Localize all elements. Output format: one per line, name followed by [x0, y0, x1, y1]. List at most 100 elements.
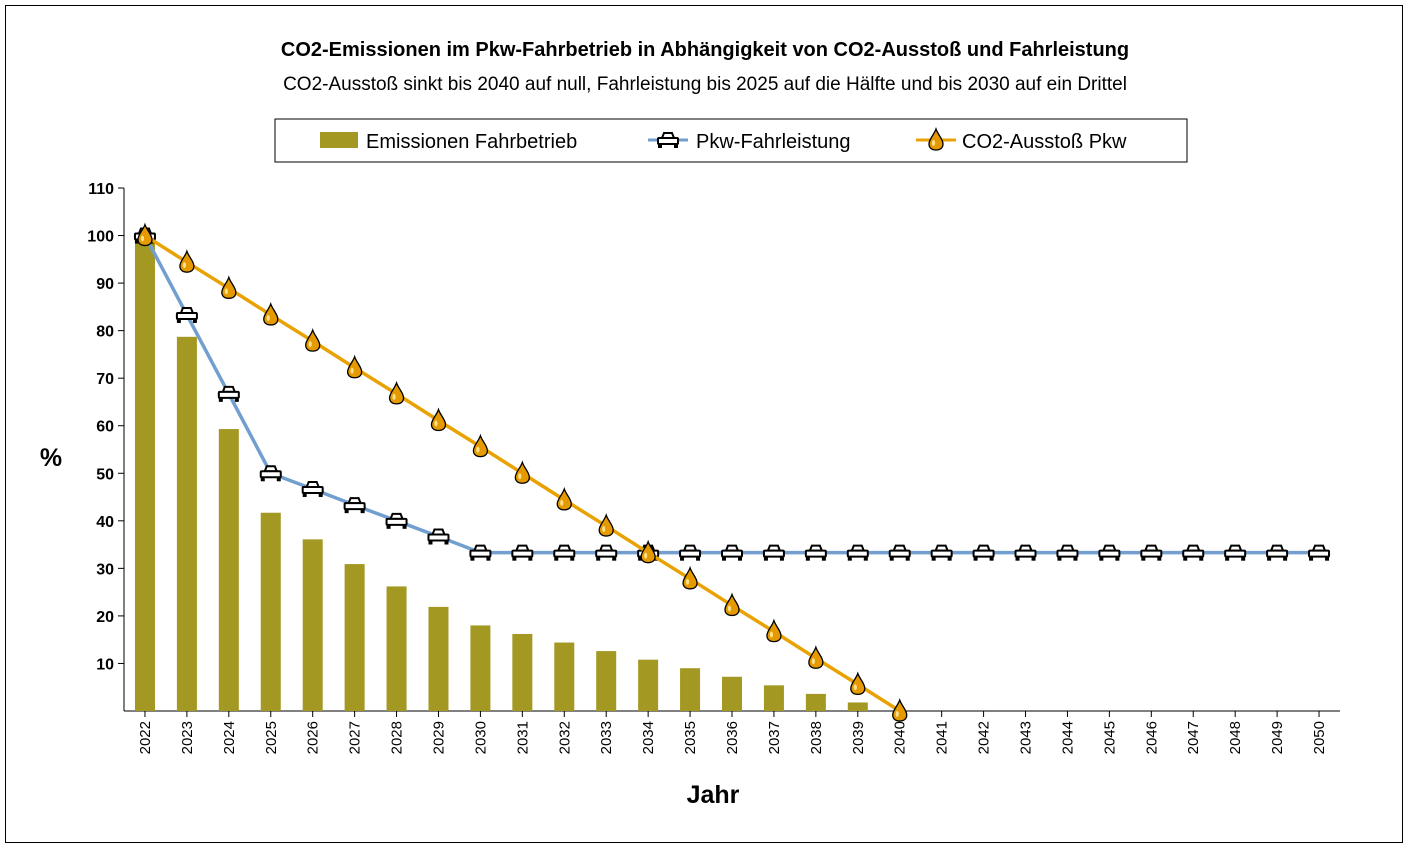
- chart-title: CO2-Emissionen im Pkw-Fahrbetrieb in Abh…: [281, 39, 1129, 61]
- x-tick-label: 2034: [640, 721, 657, 754]
- x-tick-label: 2045: [1101, 721, 1118, 754]
- legend-fuel-drop-icon: [928, 126, 944, 151]
- x-tick-label: 2049: [1269, 721, 1286, 754]
- legend-label-co2-ausstoss: CO2-Ausstoß Pkw: [962, 131, 1127, 153]
- car-icon: [553, 544, 576, 561]
- x-tick-label: 2035: [682, 721, 699, 754]
- car-icon: [175, 306, 198, 323]
- car-icon: [1014, 544, 1037, 561]
- car-icon: [1266, 544, 1289, 561]
- car-icon: [301, 480, 324, 497]
- bar: [554, 642, 575, 711]
- car-icon: [343, 497, 366, 514]
- x-axis-title: Jahr: [687, 781, 740, 809]
- y-tick-label: 50: [96, 466, 114, 483]
- x-tick-label: 2023: [179, 721, 196, 754]
- fuel-drop-icon: [682, 565, 698, 590]
- fuel-drop-icon: [472, 433, 489, 458]
- fuel-drop-icon: [388, 380, 405, 405]
- bar: [763, 685, 784, 711]
- fuel-drop-icon: [598, 512, 614, 537]
- car-icon: [595, 544, 618, 561]
- fuel-drop-icon: [850, 671, 866, 696]
- legend-box: [274, 118, 1188, 163]
- x-tick-label: 2026: [305, 721, 322, 754]
- y-tick-label: 70: [96, 371, 114, 388]
- x-tick-label: 2038: [808, 721, 825, 754]
- x-axis: 2022 2023 2024 2025 2026 2027 2028 2029 2030 2031…: [124, 710, 1340, 754]
- x-tick-label: 2022: [137, 721, 154, 754]
- y-tick-label: 110: [88, 181, 114, 198]
- bar: [805, 693, 826, 711]
- car-icon: [972, 544, 995, 561]
- car-icon: [1224, 544, 1247, 561]
- bar: [302, 539, 323, 711]
- y-tick-label: 10: [96, 656, 114, 673]
- co2-ausstoss-series: [137, 222, 908, 722]
- x-tick-label: 2047: [1185, 721, 1202, 754]
- fuel-drop-icon: [766, 618, 782, 643]
- y-tick-label: 40: [96, 514, 114, 531]
- x-tick-label: 2033: [598, 721, 615, 754]
- bar: [428, 606, 449, 711]
- fuel-drop-icon: [928, 126, 944, 151]
- car-icon: [1056, 544, 1079, 561]
- car-icon: [721, 544, 743, 561]
- car-icon: [1308, 544, 1331, 561]
- bar: [176, 336, 197, 711]
- y-tick-label: 90: [96, 276, 114, 293]
- x-tick-label: 2028: [389, 721, 406, 754]
- car-icon: [1182, 544, 1205, 561]
- fuel-drop-icon: [808, 645, 824, 669]
- x-tick-label: 2029: [430, 721, 447, 754]
- car-icon: [469, 544, 492, 561]
- bar: [134, 235, 155, 711]
- legend-label-fahrleistung: Pkw-Fahrleistung: [696, 131, 851, 153]
- fuel-drop-icon: [263, 301, 279, 326]
- x-tick-label: 2040: [892, 721, 909, 754]
- legend: Emissionen Fahrbetrieb Pkw-Fahrleistung …: [274, 118, 1188, 163]
- x-tick-label: 2050: [1311, 721, 1328, 754]
- x-tick-label: 2031: [514, 721, 531, 754]
- bar: [680, 668, 701, 711]
- legend-swatch-emissionen: [320, 132, 358, 148]
- fuel-drop-icon: [430, 407, 447, 432]
- fuel-drop-icon: [137, 222, 153, 247]
- fuel-drop-icon: [556, 486, 572, 511]
- car-icon: [930, 544, 953, 561]
- y-tick-label: 60: [96, 419, 114, 436]
- x-tick-label: 2048: [1227, 721, 1244, 754]
- bar: [638, 659, 659, 711]
- bar: [722, 676, 742, 711]
- car-icon: [888, 544, 911, 561]
- legend-car-icon: [657, 132, 679, 148]
- y-tick-label: 20: [96, 609, 114, 626]
- chart-subtitle: CO2-Ausstoß sinkt bis 2040 auf null, Fah…: [283, 74, 1127, 95]
- y-tick-label: 30: [96, 561, 114, 578]
- car-icon: [259, 465, 282, 482]
- fuel-drop-icon: [892, 697, 908, 722]
- car-icon: [804, 544, 827, 561]
- x-tick-label: 2037: [766, 721, 783, 754]
- x-tick-label: 2044: [1059, 721, 1076, 754]
- car-icon: [1098, 544, 1121, 561]
- bar: [470, 625, 491, 711]
- x-tick-label: 2025: [263, 721, 280, 754]
- bar: [344, 564, 365, 711]
- x-tick-label: 2039: [850, 721, 867, 754]
- fuel-drop-icon: [640, 539, 656, 564]
- car-icon: [679, 544, 702, 561]
- car-icon: [217, 385, 240, 402]
- y-tick-label: 80: [96, 324, 114, 341]
- fuel-drop-icon: [305, 328, 321, 352]
- x-tick-label: 2027: [347, 721, 364, 754]
- x-tick-label: 2043: [1018, 721, 1035, 754]
- bar: [260, 512, 281, 711]
- car-icon: [657, 132, 679, 148]
- chart-frame: [5, 5, 1403, 843]
- series-line: [143, 234, 1320, 555]
- car-icon: [846, 544, 869, 561]
- car-icon: [1140, 544, 1163, 561]
- x-tick-label: 2032: [556, 721, 573, 754]
